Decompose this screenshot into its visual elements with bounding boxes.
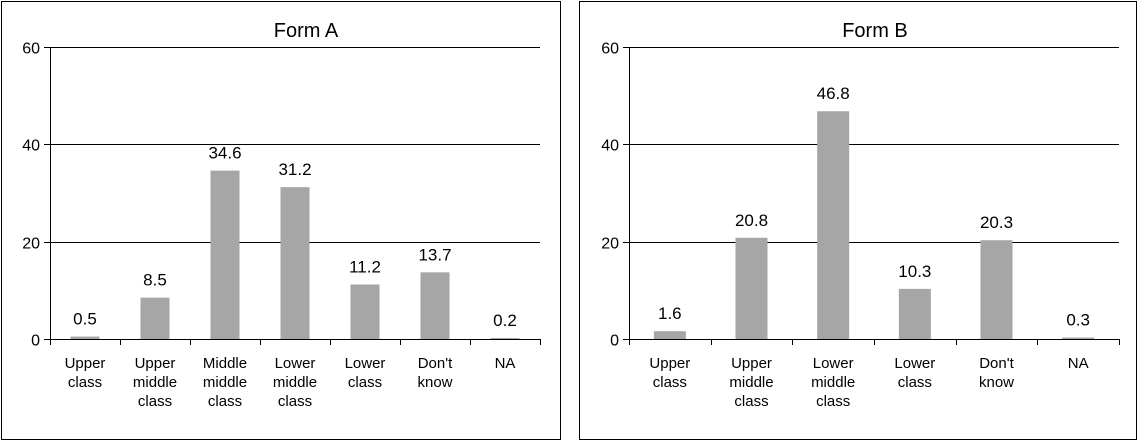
chart-b-frame <box>579 1 1137 440</box>
chart-a-data-label: 8.5 <box>143 271 167 290</box>
chart-b-category-label: Lower middle class <box>811 355 855 410</box>
chart-b-category-label: Upper class <box>649 355 690 391</box>
chart-a-bar <box>420 272 450 339</box>
chart-a-category-label: Lower class <box>345 355 386 391</box>
chart-b-title: Form B <box>842 20 908 42</box>
chart-a-data-label: 11.2 <box>349 257 381 276</box>
chart-b-category-label: Upper middle class <box>729 355 773 410</box>
chart-a-category-label: Upper middle class <box>133 355 177 410</box>
chart-b-data-label: 10.3 <box>898 262 931 281</box>
chart-a-data-label: 31.2 <box>278 160 311 179</box>
chart-a-y-tick-label: 20 <box>22 236 40 253</box>
chart-a-y-tick-label: 0 <box>31 333 40 350</box>
chart-a-category-label: Lower middle class <box>273 355 317 410</box>
chart-b-data-label: 0.3 <box>1066 311 1090 330</box>
chart-b-data-label: 20.8 <box>735 211 768 230</box>
chart-b-y-tick-label: 20 <box>601 236 619 253</box>
chart-a-data-label: 34.6 <box>208 144 241 163</box>
chart-b-y-tick-label: 60 <box>601 41 619 58</box>
chart-b-data-label: 20.3 <box>980 213 1013 232</box>
chart-b-category-label: Lower class <box>894 355 935 391</box>
chart-a-data-label: 13.7 <box>418 245 451 264</box>
chart-form-b-svg: 0 20 40 60 1.6 20.8 46.8 10.3 20.3 0.3 Upper class U… <box>579 1 1137 440</box>
chart-a-bar <box>210 170 240 339</box>
chart-b-bar <box>1062 337 1095 339</box>
chart-a-category-label: Don't know <box>417 355 453 391</box>
chart-b-category-label: Don't know <box>979 355 1015 391</box>
chart-b-bar <box>735 237 768 339</box>
chart-a-y-tick-label: 60 <box>22 41 40 58</box>
chart-b-data-label: 46.8 <box>817 84 850 103</box>
chart-form-a-svg: 0 20 40 60 0.5 8.5 34.6 31.2 11.2 13.7 0.2 Upper cla… <box>1 1 561 440</box>
chart-form-a: 0 20 40 60 0.5 8.5 34.6 31.2 11.2 13.7 0.2 Upper cla… <box>0 0 562 441</box>
chart-b-bar <box>653 331 686 339</box>
chart-b-bar <box>817 111 850 340</box>
chart-a-title: Form A <box>274 20 339 42</box>
chart-a-bar <box>140 297 170 339</box>
chart-a-category-label: NA <box>495 355 516 372</box>
chart-a-bar <box>280 187 310 339</box>
chart-a-data-label: 0.2 <box>493 311 517 330</box>
chart-a-bar <box>350 284 380 339</box>
chart-form-b: 0 20 40 60 1.6 20.8 46.8 10.3 20.3 0.3 Upper class U… <box>578 0 1138 441</box>
chart-a-y-tick-label: 40 <box>22 138 40 155</box>
chart-b-bar <box>980 240 1013 339</box>
chart-b-data-label: 1.6 <box>658 304 682 323</box>
chart-b-bar <box>898 288 931 339</box>
chart-a-category-label: Middle middle class <box>203 355 247 410</box>
chart-b-y-tick-label: 0 <box>610 333 619 350</box>
chart-a-category-label: Upper class <box>65 355 106 391</box>
chart-a-bar <box>490 338 520 339</box>
chart-a-bar <box>70 336 100 339</box>
chart-b-category-label: NA <box>1068 355 1089 372</box>
chart-b-y-tick-label: 40 <box>601 138 619 155</box>
chart-a-data-label: 0.5 <box>73 310 97 329</box>
